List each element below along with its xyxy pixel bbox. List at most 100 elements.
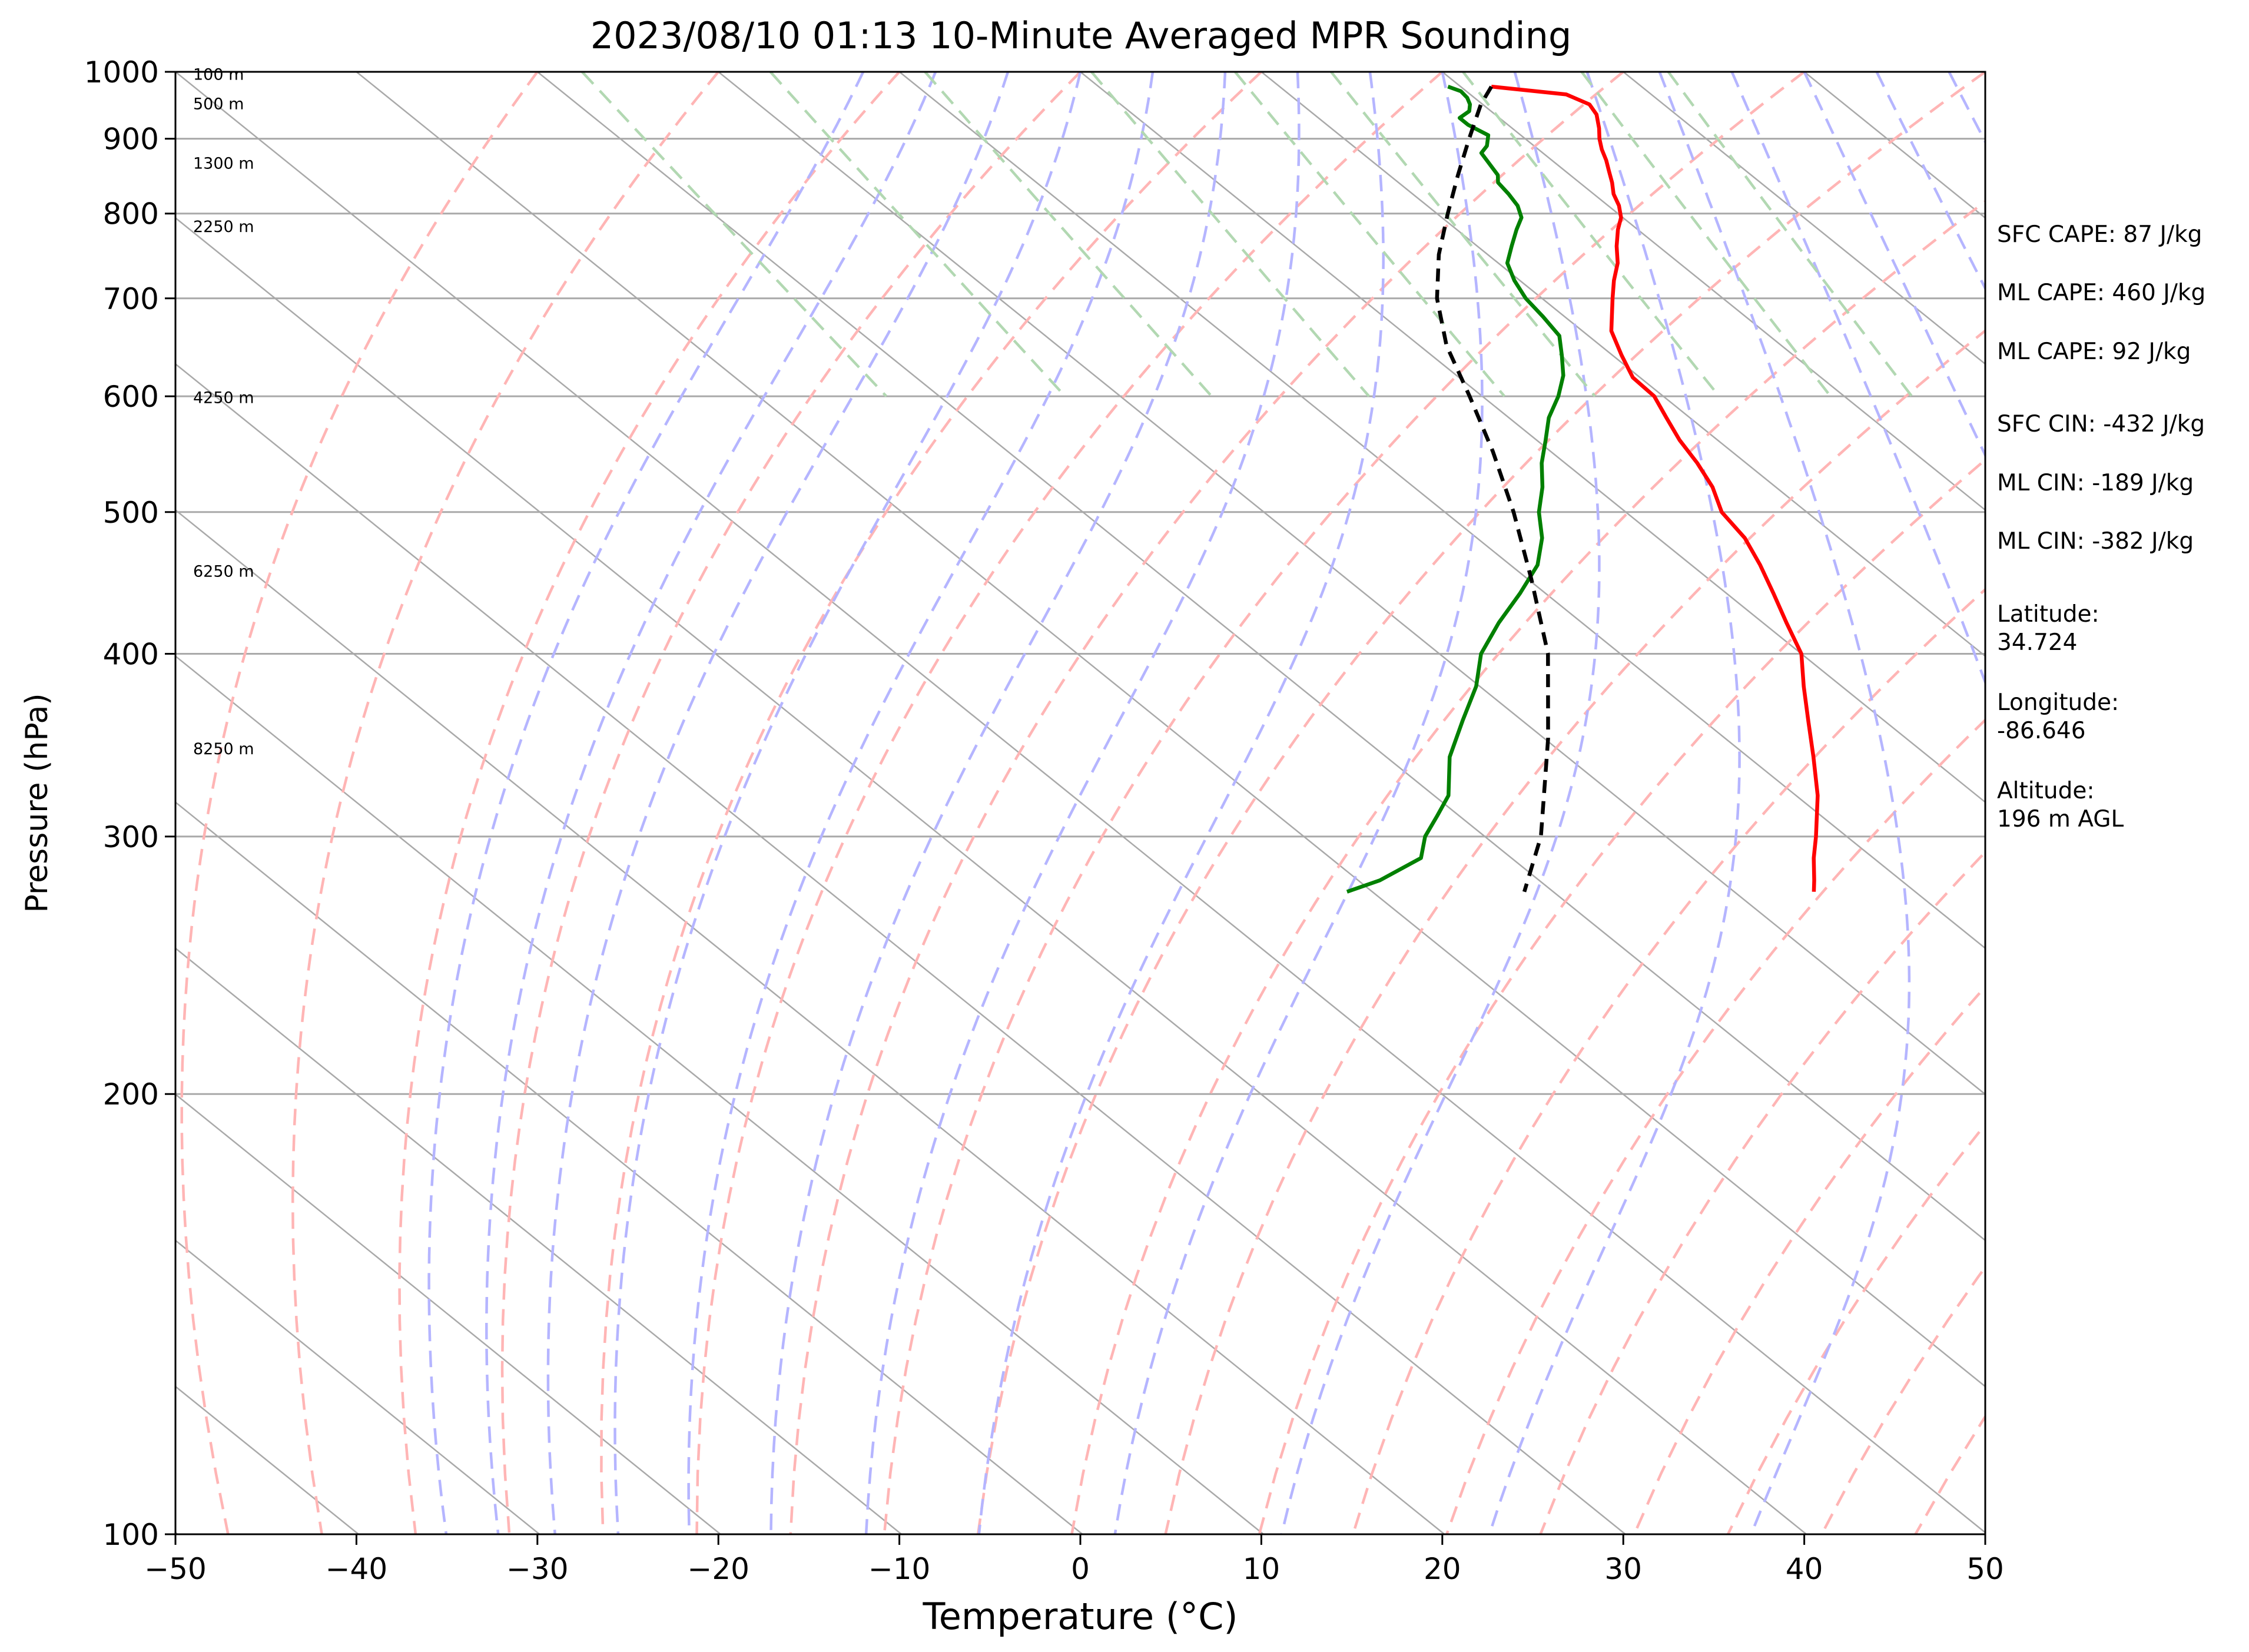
- isotherm-line: [175, 72, 1985, 1534]
- latitude-text: Latitude: 34.724: [1997, 601, 2099, 656]
- x-tick-label: −30: [506, 1552, 569, 1586]
- moist-adiabat-line: [1488, 72, 1741, 1534]
- dry-adiabat-line: [695, 72, 1444, 1534]
- x-tick-label: −10: [868, 1552, 931, 1586]
- dewpoint-trace: [1346, 85, 1565, 894]
- y-tick-label: 600: [103, 380, 159, 414]
- x-axis-label: Temperature (°C): [922, 1595, 1238, 1638]
- height-label: 2250 m: [193, 218, 254, 236]
- isotherm-line: [1442, 72, 1985, 511]
- dry-adiabat-line: [1445, 718, 1985, 1534]
- mixing-ratio-line: [1234, 72, 1506, 397]
- height-label: 8250 m: [193, 740, 254, 758]
- x-tick-label: 0: [1071, 1552, 1090, 1586]
- moist-adiabat-line: [546, 72, 1010, 1534]
- isotherm-line: [175, 655, 1264, 1534]
- moist-adiabat-line: [1113, 72, 1484, 1534]
- isotherm-line: [718, 72, 1985, 1096]
- axes: −50 −40 −30 −20 −10 0 10 20 30 40 50 100 200 300 400 50…: [84, 55, 2004, 1586]
- dry-adiabat-line: [1164, 329, 1985, 1534]
- mixing-ratio-line: [1090, 72, 1371, 397]
- x-tick-label: 40: [1786, 1552, 1823, 1586]
- x-tick-label: 50: [1966, 1552, 2004, 1586]
- reference-lines: [175, 72, 1985, 1534]
- dry-adiabat-line: [1539, 850, 1985, 1534]
- parcel-trace: [1435, 85, 1550, 893]
- ml-cape-text-2: ML CAPE: 92 J/kg: [1997, 339, 2191, 365]
- dry-adiabat-line: [976, 72, 1985, 1534]
- isotherm-line: [175, 217, 1807, 1534]
- height-label: 100 m: [193, 65, 244, 84]
- dry-adiabat-line: [789, 72, 1624, 1534]
- dry-adiabat-line: [500, 72, 1082, 1534]
- altitude-text: Altitude: 196 m AGL: [1997, 778, 2124, 832]
- y-tick-label: 1000: [84, 55, 159, 89]
- mixing-ratio-line: [769, 72, 1066, 397]
- moist-adiabat-line: [1658, 72, 1911, 1534]
- isotherm-line: [537, 72, 1985, 1242]
- height-label: 6250 m: [193, 562, 254, 580]
- isotherm-line: [175, 1239, 540, 1534]
- dry-adiabat-line: [600, 72, 1262, 1534]
- sfc-cin-text: SFC CIN: -432 J/kg: [1997, 411, 2205, 437]
- mixing-ratio-line: [581, 72, 888, 397]
- mixing-ratio-line: [1667, 72, 1913, 397]
- moist-adiabat-line: [1875, 72, 1985, 291]
- chart-title: 2023/08/10 01:13 10-Minute Averaged MPR …: [591, 14, 1572, 57]
- y-tick-label: 700: [103, 282, 159, 316]
- dry-adiabat-line: [291, 72, 719, 1534]
- dry-adiabat-line: [883, 72, 1805, 1534]
- moist-adiabat-line: [687, 72, 1155, 1534]
- sfc-cape-text: SFC CAPE: 87 J/kg: [1997, 221, 2202, 248]
- moist-adiabat-line: [427, 72, 865, 1534]
- x-tick-label: −50: [144, 1552, 207, 1586]
- y-tick-label: 300: [103, 820, 159, 854]
- x-tick-label: 10: [1243, 1552, 1281, 1586]
- y-tick-label: 900: [103, 122, 159, 157]
- isotherm-line: [356, 72, 1985, 1388]
- moist-adiabat-line: [977, 72, 1385, 1534]
- moist-adiabat-line: [864, 72, 1301, 1534]
- dry-adiabat-line: [1351, 588, 1985, 1534]
- y-axis-label: Pressure (hPa): [19, 694, 55, 913]
- sounding-traces: [1346, 84, 1820, 894]
- dry-adiabat-line: [180, 72, 539, 1534]
- x-tick-label: 30: [1604, 1552, 1642, 1586]
- height-label: 500 m: [193, 95, 244, 113]
- isotherm-line: [1623, 72, 1985, 365]
- isotherm-line: [1260, 72, 1985, 658]
- mixing-ratio-line: [1462, 72, 1720, 397]
- moist-adiabat-line: [1803, 72, 1985, 459]
- height-label: 4250 m: [193, 389, 254, 407]
- mixing-ratio-line: [924, 72, 1213, 397]
- moist-adiabat-line: [485, 72, 937, 1534]
- isotherm-line: [175, 947, 902, 1534]
- isotherm-line: [898, 72, 1985, 950]
- isotherm-line: [175, 509, 1445, 1534]
- height-labels: 100 m 500 m 1300 m 2250 m 4250 m 6250 m 8250 m: [193, 65, 254, 758]
- isotherm-line: [175, 801, 1083, 1534]
- height-label: 1300 m: [193, 154, 254, 173]
- y-tick-label: 400: [103, 637, 159, 671]
- ml-cape-text: ML CAPE: 460 J/kg: [1997, 280, 2206, 306]
- mixing-ratio-line: [1580, 72, 1832, 397]
- longitude-text: Longitude: -86.646: [1997, 689, 2119, 744]
- x-tick-label: −40: [326, 1552, 388, 1586]
- moist-adiabat-line: [769, 72, 1227, 1534]
- y-tick-label: 500: [103, 496, 159, 530]
- moist-adiabat-line: [1280, 72, 1601, 1534]
- temperature-trace: [1491, 84, 1820, 892]
- x-tick-label: −20: [687, 1552, 749, 1586]
- y-tick-label: 100: [103, 1518, 159, 1552]
- mixing-ratio-line: [1330, 72, 1596, 397]
- moist-adiabat-line: [613, 72, 1082, 1534]
- y-tick-label: 800: [103, 197, 159, 231]
- moist-adiabat-line: [1730, 72, 1985, 686]
- x-tick-label: 20: [1424, 1552, 1461, 1586]
- y-tick-label: 200: [103, 1077, 159, 1112]
- ml-cin-text: ML CIN: -189 J/kg: [1997, 470, 2194, 496]
- ml-cin-text-2: ML CIN: -382 J/kg: [1997, 528, 2194, 555]
- isotherm-line: [175, 363, 1626, 1534]
- isotherm-line: [175, 1093, 721, 1534]
